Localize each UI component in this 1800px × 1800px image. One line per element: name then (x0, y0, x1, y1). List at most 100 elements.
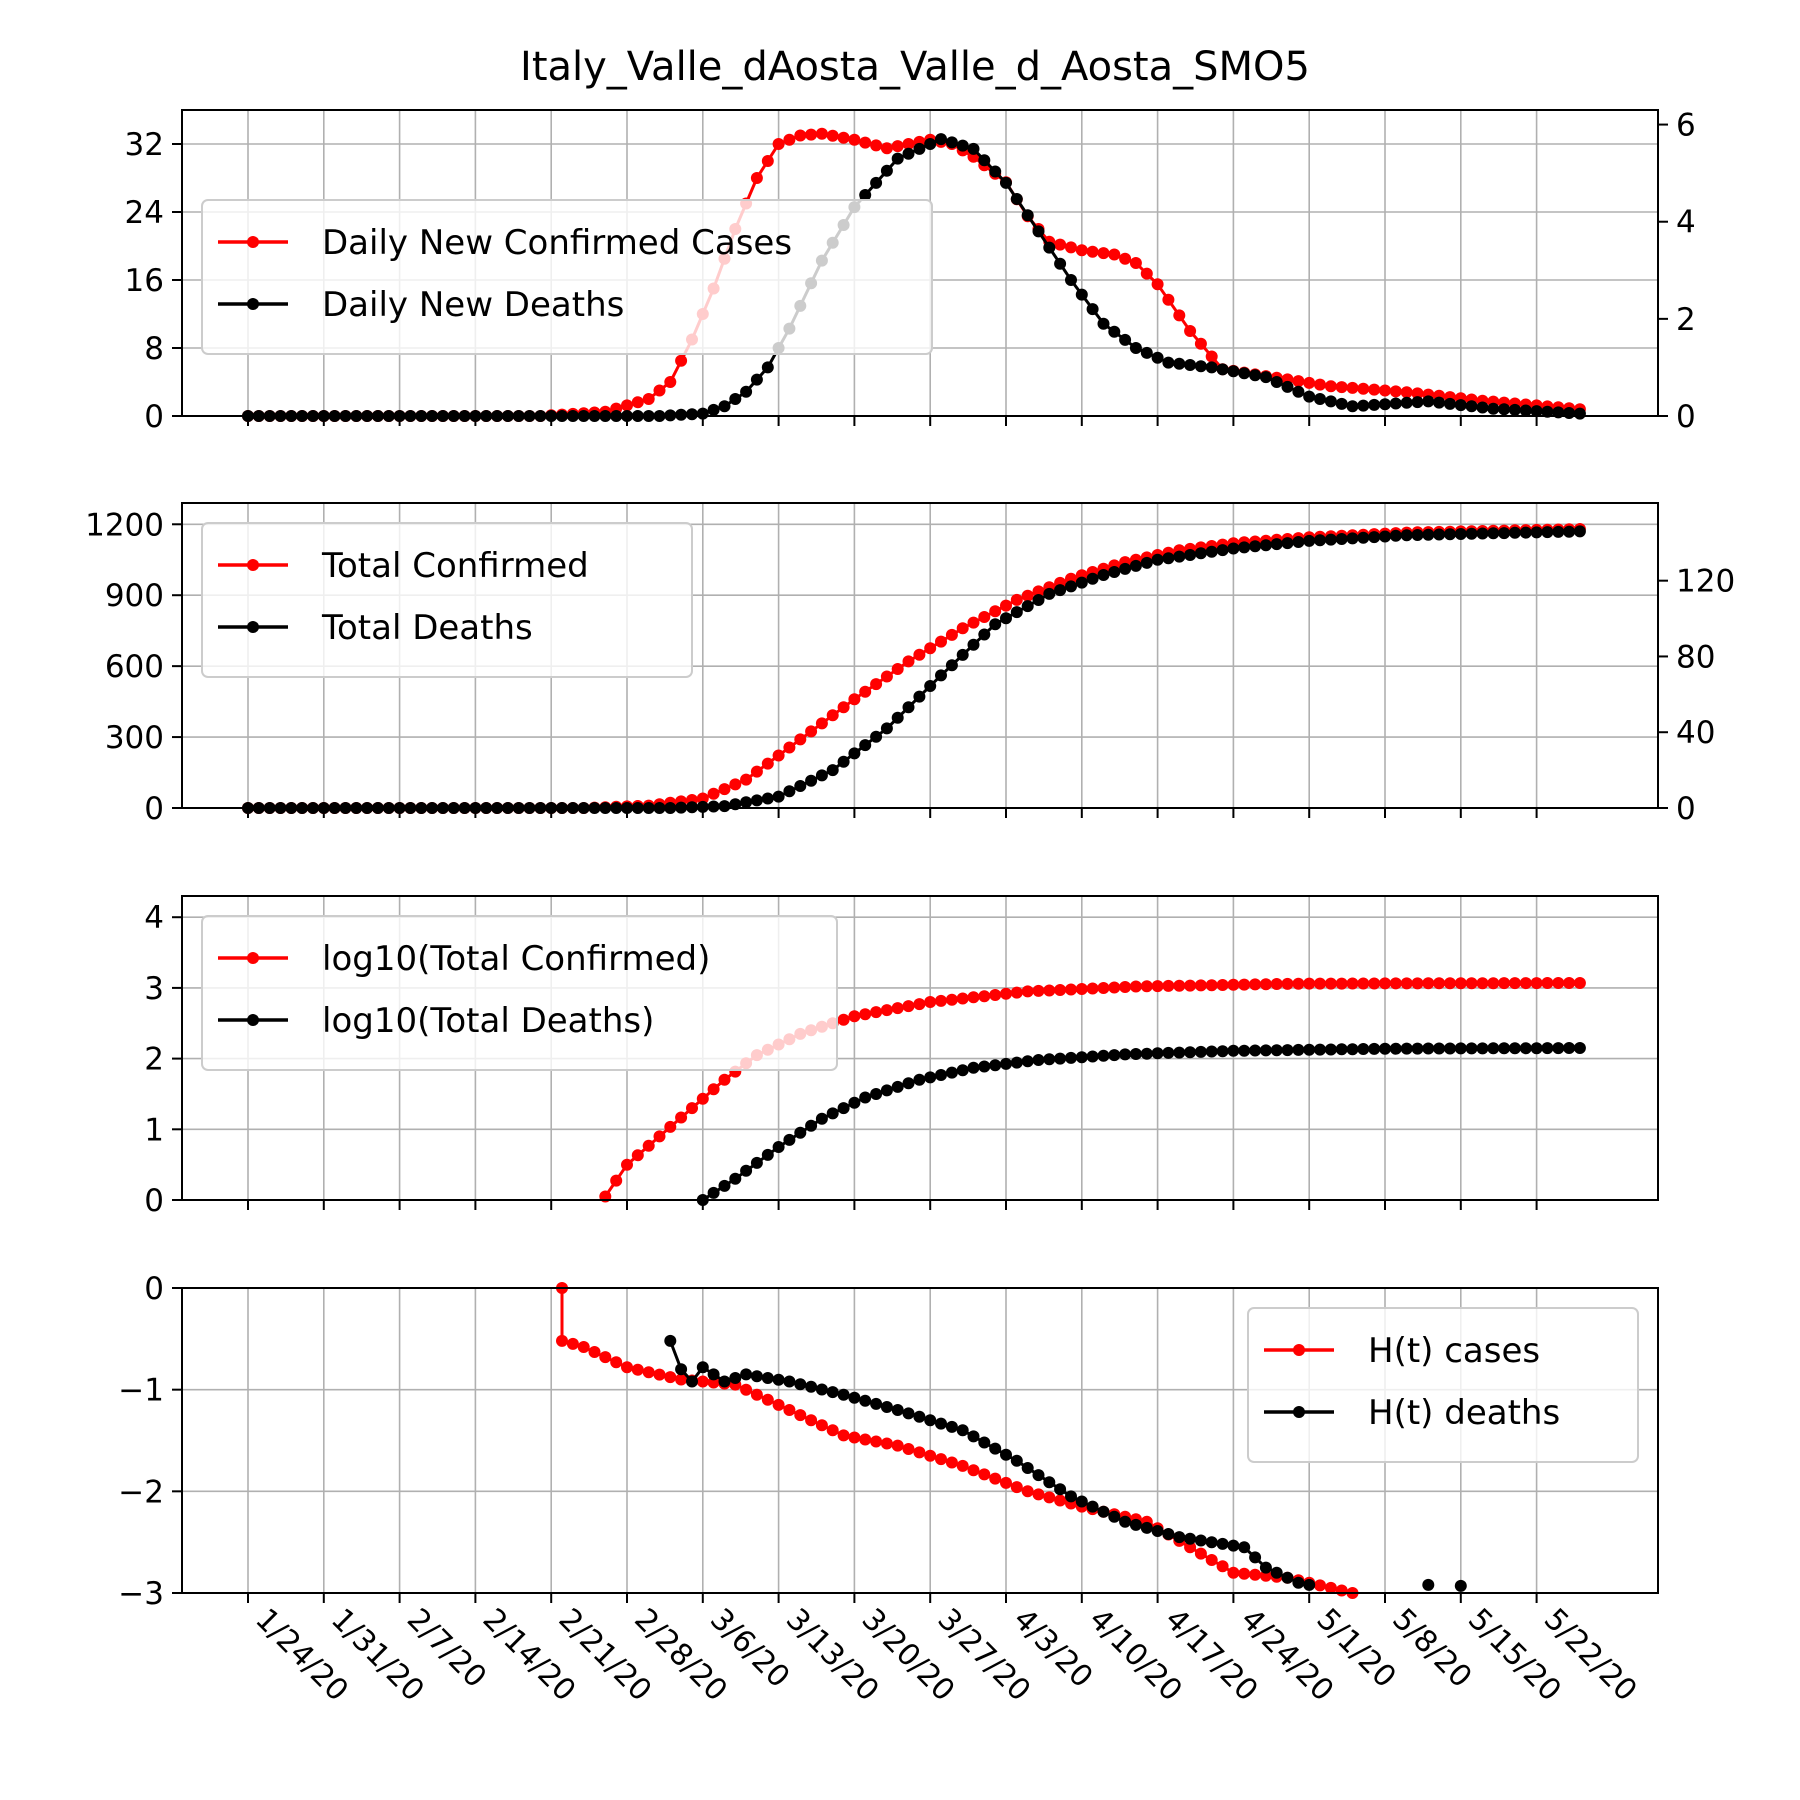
series-2-point (1086, 1500, 1099, 1513)
y-tick-label: 0 (144, 1183, 164, 1219)
series-1-point (1043, 1491, 1056, 1504)
series-2-point (1281, 380, 1294, 393)
series-1-point (870, 1006, 883, 1019)
series-2-point (1151, 351, 1164, 364)
series-1-point (1292, 977, 1305, 990)
series-1-point (675, 1111, 688, 1124)
series-2-point (1259, 1044, 1272, 1057)
y-tick-label: 900 (105, 578, 164, 614)
series-1-point (1000, 987, 1012, 1000)
series-2-point (707, 800, 720, 813)
series-2-point (1032, 1054, 1045, 1066)
series-1-point (1010, 986, 1023, 999)
series-1-point (1184, 1541, 1197, 1554)
series-1-point (1205, 350, 1218, 363)
series-1-point (1368, 383, 1381, 396)
series-2-point (891, 1080, 904, 1093)
series-1-point (1357, 382, 1370, 395)
series-1-point (956, 992, 969, 1005)
series-1-point (610, 1174, 623, 1187)
series-2-point (750, 1156, 763, 1169)
series-2-point (1227, 542, 1240, 555)
series-2-point (837, 755, 850, 768)
series-1-point (1010, 1481, 1023, 1494)
legend: Daily New Confirmed Cases Daily New Death… (201, 199, 933, 355)
legend-label: Daily New Deaths (322, 285, 624, 325)
series-2-point (989, 1442, 1002, 1455)
series-2-point (935, 669, 947, 682)
series-1-point (1194, 337, 1207, 350)
series-1-point (1086, 245, 1099, 258)
series-2-point (1205, 1536, 1218, 1549)
series-1-point (750, 765, 763, 778)
series-line-2 (701, 1046, 1580, 1202)
series-2-point (1573, 1042, 1586, 1054)
series-1-point (935, 635, 947, 648)
series-2-point (1032, 1469, 1045, 1482)
series-1-point (1259, 978, 1272, 991)
series-2-point (1422, 395, 1435, 408)
series-2-point (924, 138, 937, 150)
series-1-point (696, 1375, 709, 1388)
legend-label: H(t) deaths (1368, 1393, 1560, 1433)
series-2-point (1108, 1510, 1121, 1523)
axes-frame (181, 895, 1659, 1201)
series-2-point (1454, 1042, 1467, 1055)
legend-marker (247, 621, 259, 633)
series-2-point (1314, 534, 1326, 547)
series-1-point (1097, 247, 1110, 260)
series-1-point (924, 996, 937, 1008)
series-2-point (1357, 1043, 1370, 1055)
series-2-point (1119, 333, 1132, 346)
series-2-point (880, 164, 893, 177)
series-1-point (978, 1468, 991, 1481)
series-1-point (1270, 978, 1283, 990)
series-1-point (1335, 381, 1348, 394)
series-2-point (1075, 288, 1088, 301)
series-2-point (924, 680, 937, 692)
series-1-point (1238, 978, 1251, 991)
series-1-point (566, 1337, 579, 1350)
series-2-point (1108, 1049, 1121, 1062)
series-2-point (1129, 342, 1142, 354)
series-2-point (956, 1424, 969, 1437)
series-1-point (1422, 977, 1435, 990)
series-2-point (1227, 1539, 1240, 1552)
series-2-point (1086, 572, 1099, 585)
series-1-point (696, 792, 709, 805)
legend-box (201, 522, 693, 678)
panel-3: 0 1 2 3 4 log10(Total Confirmed) log10(Total D… (144, 895, 1659, 1219)
series-2-point (1205, 1045, 1218, 1058)
series-2-point (1476, 401, 1489, 414)
series-1-point (880, 670, 893, 683)
series-2-point (826, 1107, 839, 1120)
series-2-point (686, 1375, 698, 1388)
series-1-point (696, 1092, 709, 1105)
series-1-point (621, 1158, 633, 1171)
series-2-point (848, 1096, 861, 1109)
series-1-point (1173, 979, 1186, 992)
series-1-point (826, 1424, 839, 1437)
right-y-tick-label: 2 (1676, 302, 1696, 338)
series-2-point (675, 1363, 688, 1376)
series-2-point (1487, 527, 1500, 540)
right-y-tick-label: 4 (1676, 205, 1696, 241)
series-1-point (610, 1356, 623, 1369)
series-2-point (1270, 1566, 1283, 1579)
series-2-point (1249, 1551, 1262, 1564)
series-1-point (729, 778, 742, 791)
series-2-point (1021, 209, 1034, 222)
series-2-point (1281, 537, 1294, 550)
series-2-point (718, 800, 731, 813)
series-1-point (1249, 1568, 1262, 1581)
series-2-point (729, 393, 742, 405)
series-2-point (902, 1407, 915, 1420)
series-2-point (1162, 552, 1175, 565)
series-1-point (1086, 982, 1099, 995)
series-2-point (859, 189, 872, 201)
series-1-point (1054, 1494, 1067, 1507)
series-2-point (1324, 395, 1337, 408)
series-2-point (750, 373, 763, 386)
series-1-point (891, 663, 904, 675)
series-2-point (1389, 397, 1402, 410)
